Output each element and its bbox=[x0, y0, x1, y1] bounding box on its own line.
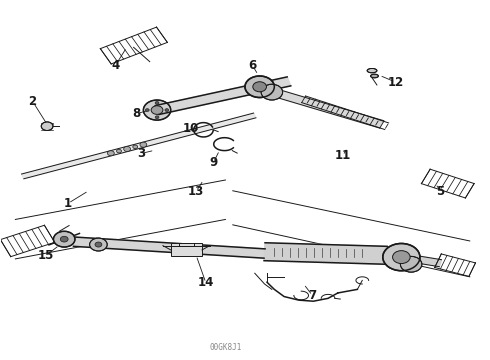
Circle shape bbox=[60, 236, 68, 242]
Text: 3: 3 bbox=[137, 147, 146, 160]
Text: 13: 13 bbox=[188, 185, 204, 198]
Ellipse shape bbox=[367, 68, 377, 73]
Circle shape bbox=[146, 109, 149, 112]
Text: 10: 10 bbox=[183, 122, 199, 135]
Circle shape bbox=[155, 102, 159, 104]
Text: 5: 5 bbox=[436, 185, 444, 198]
Circle shape bbox=[144, 100, 171, 120]
Circle shape bbox=[155, 116, 159, 119]
Text: 9: 9 bbox=[209, 156, 218, 169]
Text: 00GK8J1: 00GK8J1 bbox=[209, 343, 242, 352]
Circle shape bbox=[261, 84, 283, 100]
Circle shape bbox=[123, 147, 130, 152]
Polygon shape bbox=[264, 243, 387, 264]
Circle shape bbox=[253, 82, 267, 92]
Polygon shape bbox=[22, 113, 256, 179]
Text: 15: 15 bbox=[38, 249, 54, 262]
Circle shape bbox=[165, 109, 169, 112]
Polygon shape bbox=[277, 90, 384, 128]
Circle shape bbox=[107, 151, 114, 156]
Circle shape bbox=[117, 149, 122, 153]
Text: 4: 4 bbox=[111, 59, 120, 72]
Ellipse shape bbox=[370, 74, 378, 78]
Text: 8: 8 bbox=[132, 107, 141, 120]
Polygon shape bbox=[74, 237, 265, 258]
Circle shape bbox=[95, 242, 102, 247]
Circle shape bbox=[383, 243, 420, 271]
Polygon shape bbox=[155, 77, 291, 114]
Circle shape bbox=[245, 76, 274, 98]
Text: 1: 1 bbox=[64, 197, 72, 210]
Circle shape bbox=[90, 238, 107, 251]
Text: 11: 11 bbox=[335, 149, 351, 162]
Circle shape bbox=[140, 142, 147, 147]
Text: 7: 7 bbox=[308, 289, 317, 302]
FancyBboxPatch shape bbox=[171, 243, 202, 256]
Circle shape bbox=[41, 122, 53, 131]
Text: 12: 12 bbox=[388, 76, 404, 89]
Polygon shape bbox=[417, 256, 441, 267]
Circle shape bbox=[151, 106, 163, 114]
Text: 6: 6 bbox=[248, 59, 256, 72]
Circle shape bbox=[400, 256, 422, 272]
Circle shape bbox=[133, 145, 138, 149]
Text: 2: 2 bbox=[28, 95, 37, 108]
Circle shape bbox=[53, 231, 75, 247]
Circle shape bbox=[392, 251, 410, 264]
Text: 14: 14 bbox=[198, 276, 214, 289]
